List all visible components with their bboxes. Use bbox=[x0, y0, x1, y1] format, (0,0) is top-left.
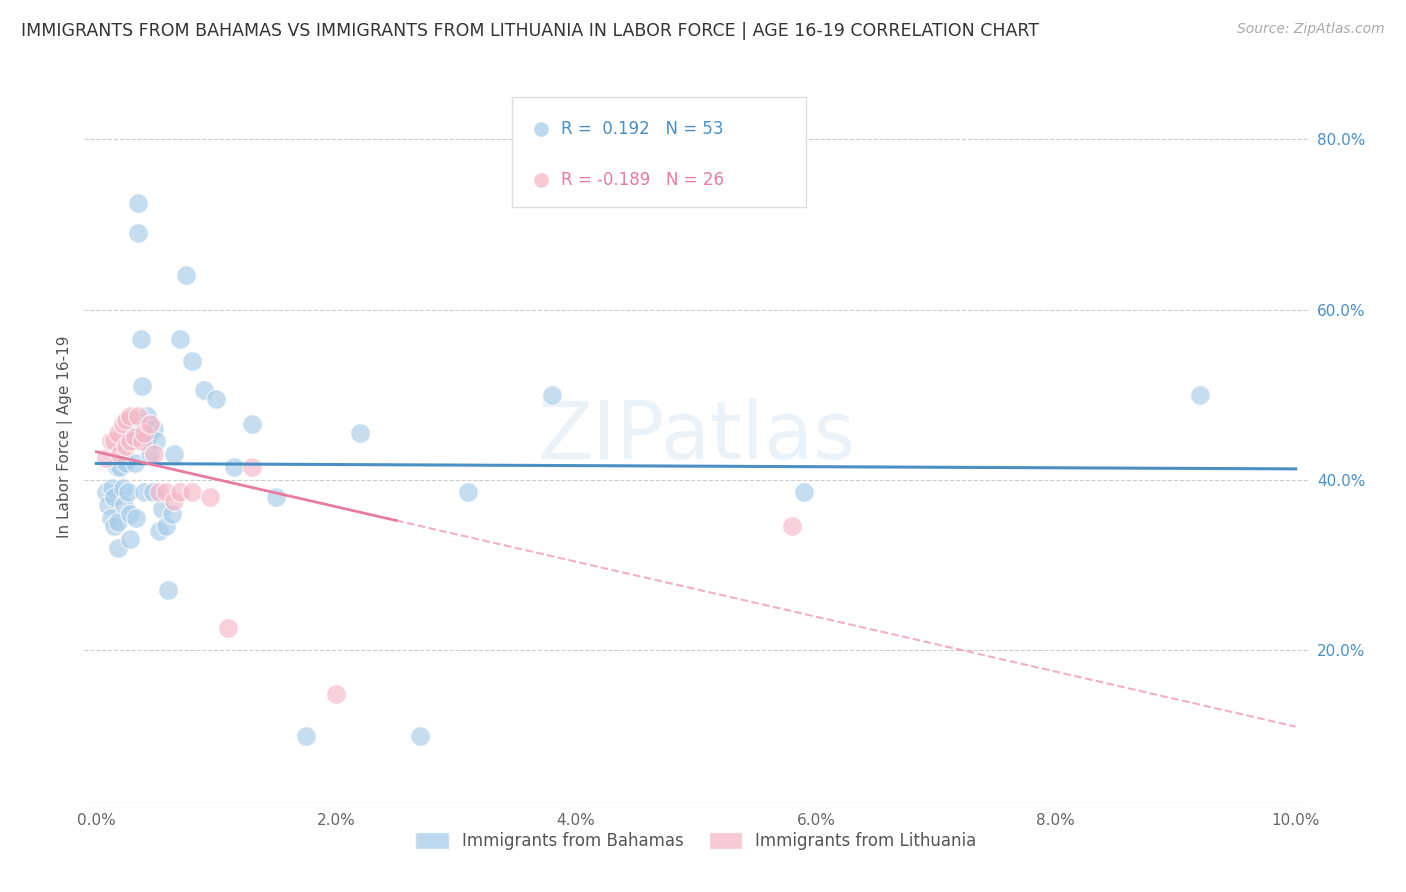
Point bbox=[780, 519, 803, 533]
Point bbox=[103, 490, 125, 504]
Point bbox=[142, 485, 165, 500]
Point bbox=[124, 456, 146, 470]
Point bbox=[205, 392, 228, 406]
Text: Source: ZipAtlas.com: Source: ZipAtlas.com bbox=[1237, 22, 1385, 37]
Legend: Immigrants from Bahamas, Immigrants from Lithuania: Immigrants from Bahamas, Immigrants from… bbox=[409, 825, 983, 856]
Point bbox=[118, 409, 141, 423]
Point bbox=[131, 434, 153, 449]
Point bbox=[111, 417, 134, 432]
Point bbox=[129, 332, 152, 346]
Point bbox=[107, 425, 129, 440]
Point bbox=[105, 459, 128, 474]
Point bbox=[174, 268, 197, 283]
Point bbox=[125, 511, 148, 525]
Point bbox=[169, 485, 191, 500]
Point bbox=[264, 490, 287, 504]
Point bbox=[163, 494, 186, 508]
Point bbox=[155, 485, 177, 500]
Point bbox=[134, 425, 156, 440]
Point bbox=[193, 384, 215, 398]
Point bbox=[115, 456, 138, 470]
Point bbox=[224, 459, 246, 474]
Point bbox=[101, 481, 124, 495]
Point bbox=[124, 430, 146, 444]
Point bbox=[457, 485, 479, 500]
Text: R =  0.192   N = 53: R = 0.192 N = 53 bbox=[561, 120, 724, 138]
Point bbox=[135, 409, 157, 423]
Point bbox=[115, 439, 138, 453]
Point bbox=[100, 511, 122, 525]
Point bbox=[131, 379, 153, 393]
Point bbox=[127, 409, 149, 423]
Y-axis label: In Labor Force | Age 16-19: In Labor Force | Age 16-19 bbox=[58, 335, 73, 539]
Point bbox=[122, 430, 145, 444]
Point bbox=[111, 481, 134, 495]
Point bbox=[110, 459, 132, 474]
Point bbox=[127, 226, 149, 240]
Point bbox=[97, 498, 120, 512]
Point bbox=[217, 622, 239, 636]
Point bbox=[115, 413, 138, 427]
Text: R = -0.189   N = 26: R = -0.189 N = 26 bbox=[561, 171, 724, 189]
Point bbox=[181, 485, 204, 500]
Point bbox=[157, 583, 180, 598]
Point bbox=[541, 387, 564, 401]
Point bbox=[134, 485, 156, 500]
Text: IMMIGRANTS FROM BAHAMAS VS IMMIGRANTS FROM LITHUANIA IN LABOR FORCE | AGE 16-19 : IMMIGRANTS FROM BAHAMAS VS IMMIGRANTS FR… bbox=[21, 22, 1039, 40]
Point bbox=[169, 332, 191, 346]
Point bbox=[200, 490, 222, 504]
Point bbox=[1188, 387, 1211, 401]
Point bbox=[142, 421, 165, 435]
Point bbox=[160, 507, 183, 521]
Point bbox=[240, 459, 263, 474]
Point bbox=[94, 451, 117, 466]
Point bbox=[117, 485, 139, 500]
Point bbox=[136, 430, 159, 444]
Point bbox=[139, 447, 162, 461]
Point bbox=[103, 519, 125, 533]
Point bbox=[409, 730, 432, 744]
Point bbox=[155, 519, 177, 533]
Point bbox=[107, 541, 129, 555]
Point bbox=[325, 687, 347, 701]
Point bbox=[181, 353, 204, 368]
Point bbox=[148, 485, 170, 500]
Point bbox=[150, 502, 173, 516]
Point bbox=[118, 434, 141, 449]
Point bbox=[349, 425, 371, 440]
Point bbox=[118, 507, 141, 521]
Point bbox=[139, 417, 162, 432]
Point bbox=[103, 434, 125, 449]
Point bbox=[107, 515, 129, 529]
FancyBboxPatch shape bbox=[513, 97, 806, 207]
Point bbox=[100, 434, 122, 449]
Point bbox=[793, 485, 815, 500]
Point bbox=[148, 524, 170, 538]
Point bbox=[112, 498, 135, 512]
Point bbox=[127, 196, 149, 211]
Point bbox=[145, 434, 167, 449]
Point bbox=[240, 417, 263, 432]
Point bbox=[295, 730, 318, 744]
Point bbox=[110, 447, 132, 461]
Text: ZIPatlas: ZIPatlas bbox=[537, 398, 855, 476]
Point bbox=[142, 447, 165, 461]
Point bbox=[115, 434, 138, 449]
Point bbox=[94, 485, 117, 500]
Point bbox=[163, 447, 186, 461]
Point bbox=[118, 532, 141, 546]
Point bbox=[121, 413, 143, 427]
